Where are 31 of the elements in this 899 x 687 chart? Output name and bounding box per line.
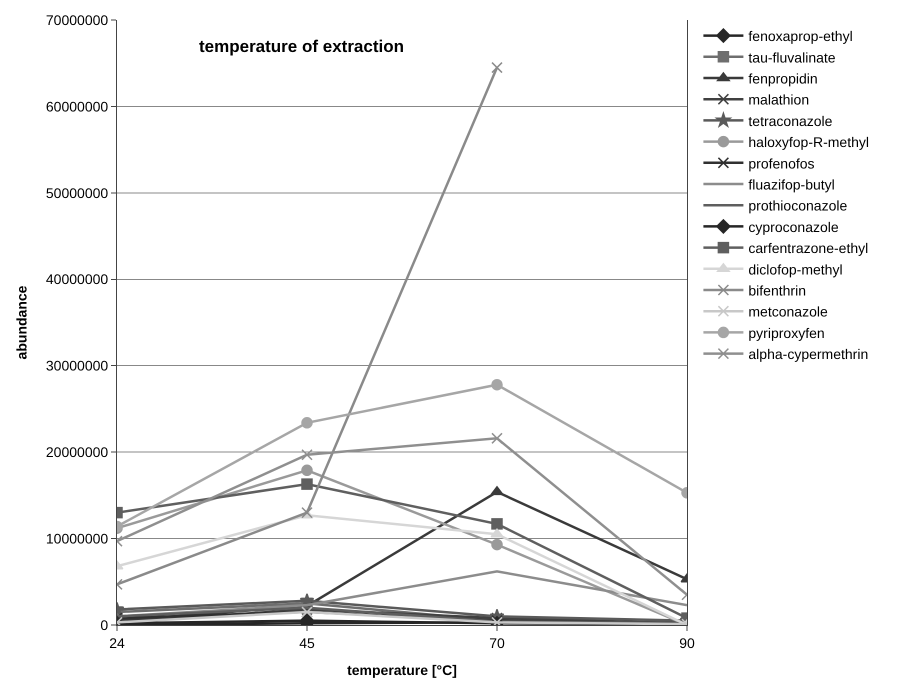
x-tick-label: 70 [489, 634, 505, 651]
legend-label: profenofos [748, 155, 815, 172]
legend-label: alpha-cypermethrin [748, 346, 868, 362]
y-tick-label: 60000000 [46, 98, 108, 114]
legend-label: carfentrazone-ethyl [748, 240, 868, 256]
y-tick-label: 40000000 [46, 271, 108, 288]
y-tick-label: 0 [100, 616, 108, 633]
legend-label: tetraconazole [748, 112, 833, 129]
y-tick-label: 50000000 [46, 184, 108, 201]
legend-label: cyproconazole [748, 218, 839, 235]
legend-label: metconazole [748, 304, 828, 320]
x-tick-label: 90 [679, 634, 695, 651]
y-tick-label: 30000000 [46, 358, 108, 374]
legend-label: tau-fluvalinate [748, 49, 836, 66]
legend-label: fenoxaprop-ethyl [748, 28, 853, 44]
y-tick-label: 70000000 [46, 12, 108, 28]
y-tick-label: 20000000 [46, 444, 108, 460]
text: temperature of extraction [199, 37, 404, 56]
legend-label: pyriproxyfen [748, 324, 825, 341]
legend-label: prothioconazole [748, 198, 848, 214]
legend-label: fenpropidin [748, 70, 818, 86]
legend-label: diclofop-methyl [748, 261, 843, 278]
y-tick-label: 10000000 [46, 530, 108, 546]
x-tick-label: 24 [109, 634, 125, 651]
legend-label: malathion [748, 92, 810, 108]
y-axis-title: abundance [14, 285, 30, 360]
x-tick-label: 45 [299, 634, 315, 651]
x-axis-title: temperature [°C] [347, 662, 457, 678]
legend-label: bifenthrin [748, 282, 806, 298]
legend-label: haloxyfop-R-methyl [748, 134, 870, 150]
legend-label: fluazifop-butyl [748, 176, 835, 192]
